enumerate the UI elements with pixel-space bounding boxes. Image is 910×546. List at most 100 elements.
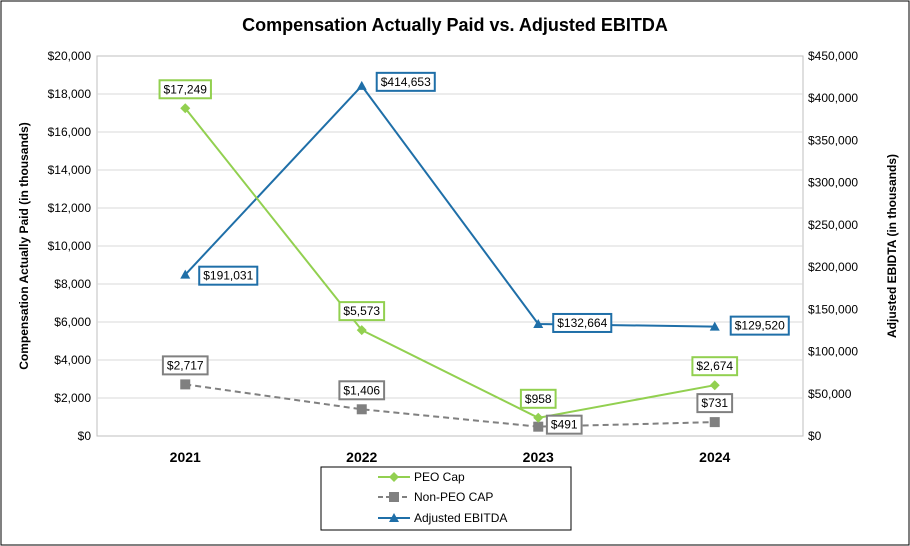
legend-triangle-marker (389, 513, 399, 522)
data-label-text: $958 (525, 392, 552, 406)
left-tick-label: $14,000 (48, 163, 92, 177)
right-tick-label: $400,000 (808, 91, 858, 105)
legend-label: Non-PEO CAP (414, 490, 493, 504)
diamond-marker (709, 380, 720, 391)
square-marker (180, 379, 191, 390)
square-marker (709, 417, 720, 428)
right-axis-title: Adjusted EBIDTA (in thousands) (885, 154, 899, 338)
data-label: $132,664 (552, 312, 613, 333)
right-tick-label: $50,000 (808, 387, 852, 401)
data-label: $2,674 (691, 356, 739, 377)
data-label-box (691, 356, 739, 377)
data-labels: $2,717 $1,406 $491 $731 $191,031 $414,653 $132… (158, 71, 790, 435)
square-marker (533, 421, 544, 432)
left-tick-label: $12,000 (48, 201, 92, 215)
chart-title: Compensation Actually Paid vs. Adjusted … (242, 15, 668, 35)
data-label-text: $17,249 (164, 82, 208, 96)
data-label-box (375, 71, 436, 92)
data-label: $17,249 (158, 79, 212, 100)
data-label-text: $2,717 (167, 358, 204, 372)
right-tick-label: $200,000 (808, 260, 858, 274)
triangle-marker (533, 318, 544, 328)
right-tick-label: $300,000 (808, 176, 858, 190)
legend: PEO Cap Non-PEO CAP Adjusted EBITDA (320, 466, 572, 531)
data-label: $2,717 (161, 355, 209, 376)
left-tick-label: $10,000 (48, 239, 92, 253)
data-label-text: $414,653 (381, 75, 431, 89)
category-label: 2021 (170, 449, 201, 465)
left-tick-label: $2,000 (54, 391, 91, 405)
data-label-box (198, 265, 259, 286)
data-label-box (696, 393, 734, 414)
legend-item: PEO Cap (378, 470, 465, 484)
legend-item: Adjusted EBITDA (378, 511, 507, 525)
right-tick-label: $350,000 (808, 133, 858, 147)
series-line (184, 84, 715, 328)
data-label-box (158, 79, 212, 100)
diamond-marker (356, 325, 367, 336)
square-marker (356, 404, 367, 415)
data-label-text: $5,573 (343, 304, 380, 318)
triangle-marker (356, 80, 367, 90)
data-label: $958 (519, 388, 557, 409)
left-tick-label: $0 (78, 429, 92, 443)
data-label-text: $491 (551, 418, 578, 432)
legend-label: Adjusted EBITDA (414, 511, 507, 525)
data-label-box (552, 312, 613, 333)
left-tick-label: $8,000 (54, 277, 91, 291)
left-tick-label: $18,000 (48, 87, 92, 101)
left-axis-ticks: $0 $2,000 $4,000 $6,000 $8,000 $10,000 $12,000… (48, 49, 92, 443)
legend-diamond-marker (389, 472, 399, 482)
category-axis-ticks: 2021 2022 2023 2024 (170, 449, 731, 465)
data-label-text: $132,664 (557, 316, 607, 330)
left-tick-label: $6,000 (54, 315, 91, 329)
left-tick-label: $20,000 (48, 49, 92, 63)
data-label: $1,406 (338, 380, 386, 401)
right-tick-label: $250,000 (808, 218, 858, 232)
data-label: $414,653 (375, 71, 436, 92)
legend-box (320, 466, 572, 531)
data-label: $491 (545, 414, 583, 435)
legend-label: PEO Cap (414, 470, 465, 484)
gridlines (97, 93, 803, 399)
series-line (185, 383, 715, 428)
diamond-marker (533, 412, 544, 423)
right-tick-label: $100,000 (808, 345, 858, 359)
data-label-text: $1,406 (343, 383, 380, 397)
series-layer (180, 80, 720, 432)
legend-item: Non-PEO CAP (378, 490, 493, 504)
data-label-text: $2,674 (696, 359, 733, 373)
data-label: $731 (696, 393, 734, 414)
category-label: 2023 (523, 449, 554, 465)
data-label-box (519, 388, 557, 409)
right-tick-label: $450,000 (808, 49, 858, 63)
right-axis-ticks: $0 $50,000 $100,000 $150,000 $200,000 $250,00… (808, 49, 858, 443)
data-label-box (338, 380, 386, 401)
triangle-marker (709, 321, 720, 331)
series-line (184, 107, 715, 419)
triangle-marker (180, 269, 191, 279)
category-label: 2022 (346, 449, 377, 465)
data-label-text: $191,031 (203, 269, 253, 283)
data-label-text: $129,520 (735, 319, 785, 333)
data-label: $191,031 (198, 265, 259, 286)
left-tick-label: $16,000 (48, 125, 92, 139)
series-peo-cap (180, 103, 720, 423)
series-adjusted-ebitda (180, 80, 720, 331)
data-label: $5,573 (338, 301, 386, 322)
legend-square-marker (389, 492, 399, 502)
right-tick-label: $150,000 (808, 302, 858, 316)
data-label-text: $731 (701, 396, 728, 410)
data-label: $129,520 (729, 315, 790, 336)
category-label: 2024 (699, 449, 730, 465)
data-label-box (161, 355, 209, 376)
data-label-box (545, 414, 583, 435)
data-label-box (338, 301, 386, 322)
right-tick-label: $0 (808, 429, 822, 443)
diamond-marker (180, 103, 191, 114)
data-label-box (729, 315, 790, 336)
series-non-peo-cap (180, 379, 720, 432)
left-tick-label: $4,000 (54, 353, 91, 367)
left-axis-title: Compensation Actually Paid (in thousands… (17, 122, 31, 370)
